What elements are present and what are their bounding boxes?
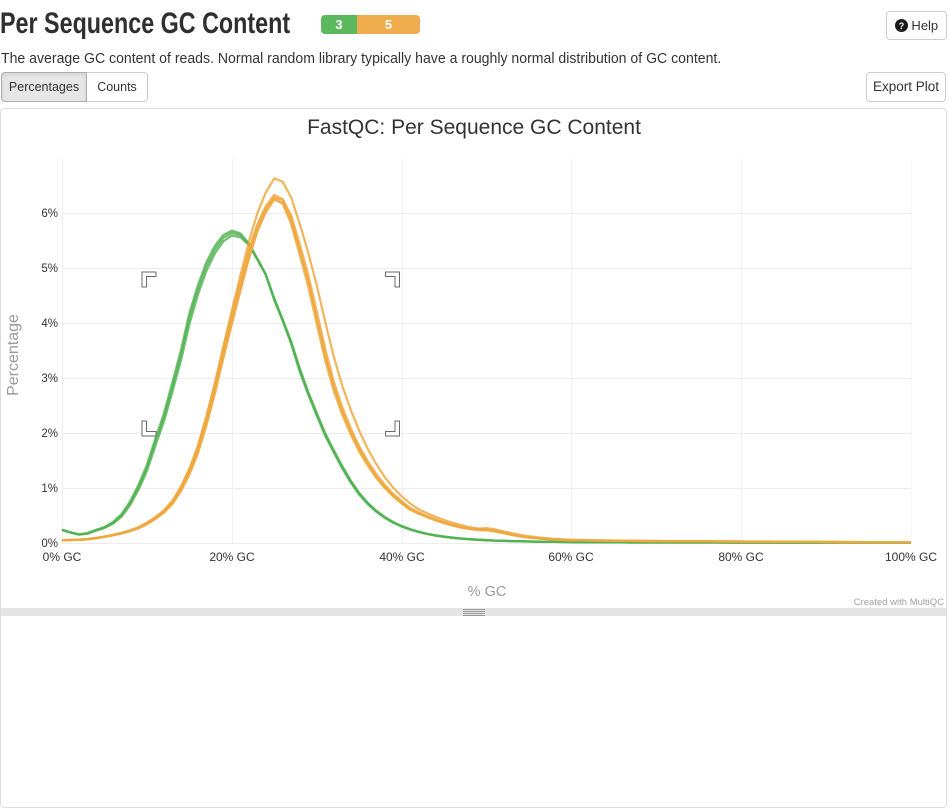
svg-text:6%: 6% <box>41 208 58 220</box>
svg-text:?: ? <box>899 21 904 31</box>
svg-text:5%: 5% <box>41 263 58 275</box>
svg-text:0% GC: 0% GC <box>43 550 82 564</box>
svg-text:Created with MultiQC: Created with MultiQC <box>854 597 944 608</box>
svg-text:100% GC: 100% GC <box>885 550 937 564</box>
svg-text:60% GC: 60% GC <box>548 550 594 564</box>
svg-text:1%: 1% <box>41 483 58 495</box>
svg-text:FastQC: Per Sequence GC Conten: FastQC: Per Sequence GC Content <box>307 116 641 139</box>
svg-text:80% GC: 80% GC <box>718 550 764 564</box>
svg-text:40% GC: 40% GC <box>379 550 425 564</box>
svg-text:20% GC: 20% GC <box>209 550 255 564</box>
svg-text:Percentage: Percentage <box>5 314 22 396</box>
svg-text:4%: 4% <box>41 318 58 330</box>
svg-text:2%: 2% <box>41 428 58 440</box>
svg-text:% GC: % GC <box>468 584 507 600</box>
svg-text:0%: 0% <box>41 538 58 550</box>
svg-text:3%: 3% <box>41 373 58 385</box>
